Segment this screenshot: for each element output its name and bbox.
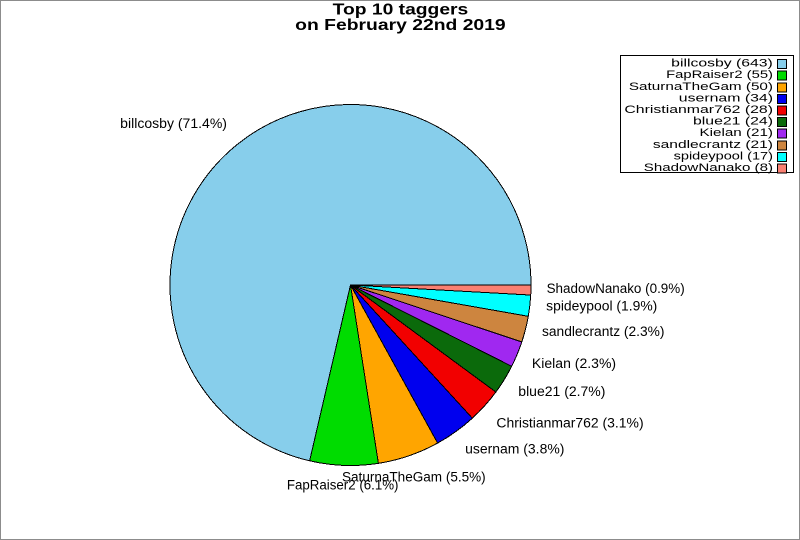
svg-text:ShadowNanako (0.9%): ShadowNanako (0.9%) bbox=[547, 281, 685, 296]
svg-text:Top 10 taggers: Top 10 taggers bbox=[333, 2, 469, 19]
svg-text:blue21 (24): blue21 (24) bbox=[693, 116, 773, 128]
svg-text:FapRaiser2 (6.1%): FapRaiser2 (6.1%) bbox=[287, 478, 399, 493]
svg-text:sandlecrantz (21): sandlecrantz (21) bbox=[653, 139, 773, 151]
svg-text:on February 22nd 2019: on February 22nd 2019 bbox=[295, 17, 506, 34]
svg-text:SaturnaTheGam (5.5%): SaturnaTheGam (5.5%) bbox=[342, 469, 486, 484]
svg-text:SaturnaTheGam (50): SaturnaTheGam (50) bbox=[629, 81, 773, 93]
svg-text:billcosby (71.4%): billcosby (71.4%) bbox=[120, 116, 227, 131]
svg-text:usernam (34): usernam (34) bbox=[679, 92, 773, 104]
svg-text:Christianmar762 (28): Christianmar762 (28) bbox=[624, 104, 773, 116]
svg-text:sandlecrantz (2.3%): sandlecrantz (2.3%) bbox=[542, 324, 665, 339]
svg-text:Christianmar762 (3.1%): Christianmar762 (3.1%) bbox=[496, 416, 643, 431]
svg-text:spideypool (17): spideypool (17) bbox=[674, 150, 773, 162]
svg-text:usernam (3.8%): usernam (3.8%) bbox=[465, 442, 564, 457]
svg-text:Kielan (2.3%): Kielan (2.3%) bbox=[532, 356, 616, 371]
svg-text:Kielan (21): Kielan (21) bbox=[700, 127, 774, 139]
svg-text:blue21 (2.7%): blue21 (2.7%) bbox=[518, 384, 605, 399]
svg-text:billcosby (643): billcosby (643) bbox=[671, 58, 773, 70]
svg-text:spideypool (1.9%): spideypool (1.9%) bbox=[546, 299, 657, 314]
svg-text:FapRaiser2 (55): FapRaiser2 (55) bbox=[666, 69, 773, 81]
svg-text:ShadowNanako (8): ShadowNanako (8) bbox=[644, 162, 773, 174]
